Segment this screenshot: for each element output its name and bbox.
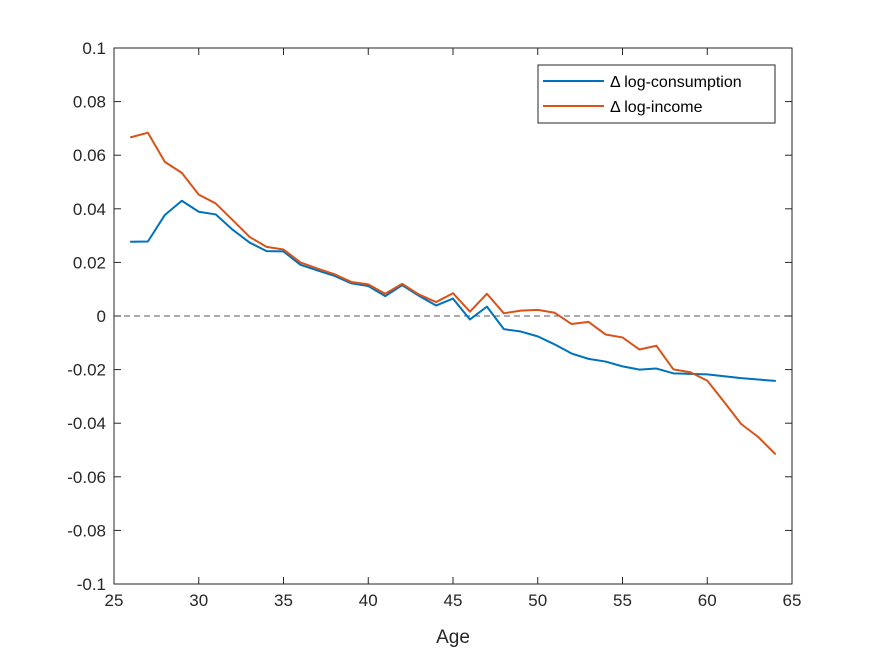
x-tick-label: 55 xyxy=(613,591,632,610)
y-tick-label: 0.02 xyxy=(73,253,106,272)
y-tick-label: 0 xyxy=(97,307,106,326)
legend-label: Δ log-consumption xyxy=(610,74,742,91)
x-tick-label: 35 xyxy=(274,591,293,610)
y-tick-labels: -0.1 -0.08 -0.06 -0.04 -0.02 0 0.02 0.04 0.06 0.0… xyxy=(67,39,106,594)
x-tick-label: 40 xyxy=(359,591,378,610)
x-axis-title: Age xyxy=(436,627,470,648)
y-tick-label: 0.08 xyxy=(73,93,106,112)
series-line-log-consumption xyxy=(129,199,777,382)
x-tick-labels: 25 30 35 40 45 50 55 60 65 xyxy=(105,591,802,610)
legend-label: Δ log-income xyxy=(610,99,703,116)
y-tick-label: -0.02 xyxy=(67,361,106,380)
y-tick-label: 0.04 xyxy=(73,200,106,219)
series-line-log-income xyxy=(129,131,777,455)
x-tick-label: 60 xyxy=(698,591,717,610)
y-tick-label: -0.1 xyxy=(77,575,106,594)
x-tick-label: 30 xyxy=(189,591,208,610)
series-layer xyxy=(129,131,777,455)
y-tick-label: -0.06 xyxy=(67,468,106,487)
tick-layer xyxy=(113,47,793,585)
y-tick-label: -0.08 xyxy=(67,521,106,540)
x-tick-label: 25 xyxy=(105,591,124,610)
legend: Δ log-consumption Δ log-income xyxy=(537,64,776,124)
x-tick-label: 50 xyxy=(528,591,547,610)
x-tick-label: 45 xyxy=(444,591,463,610)
y-tick-label: 0.1 xyxy=(82,39,106,58)
x-tick-label: 65 xyxy=(783,591,802,610)
y-tick-label: 0.06 xyxy=(73,146,106,165)
y-tick-label: -0.04 xyxy=(67,414,106,433)
legend-box xyxy=(537,64,776,124)
